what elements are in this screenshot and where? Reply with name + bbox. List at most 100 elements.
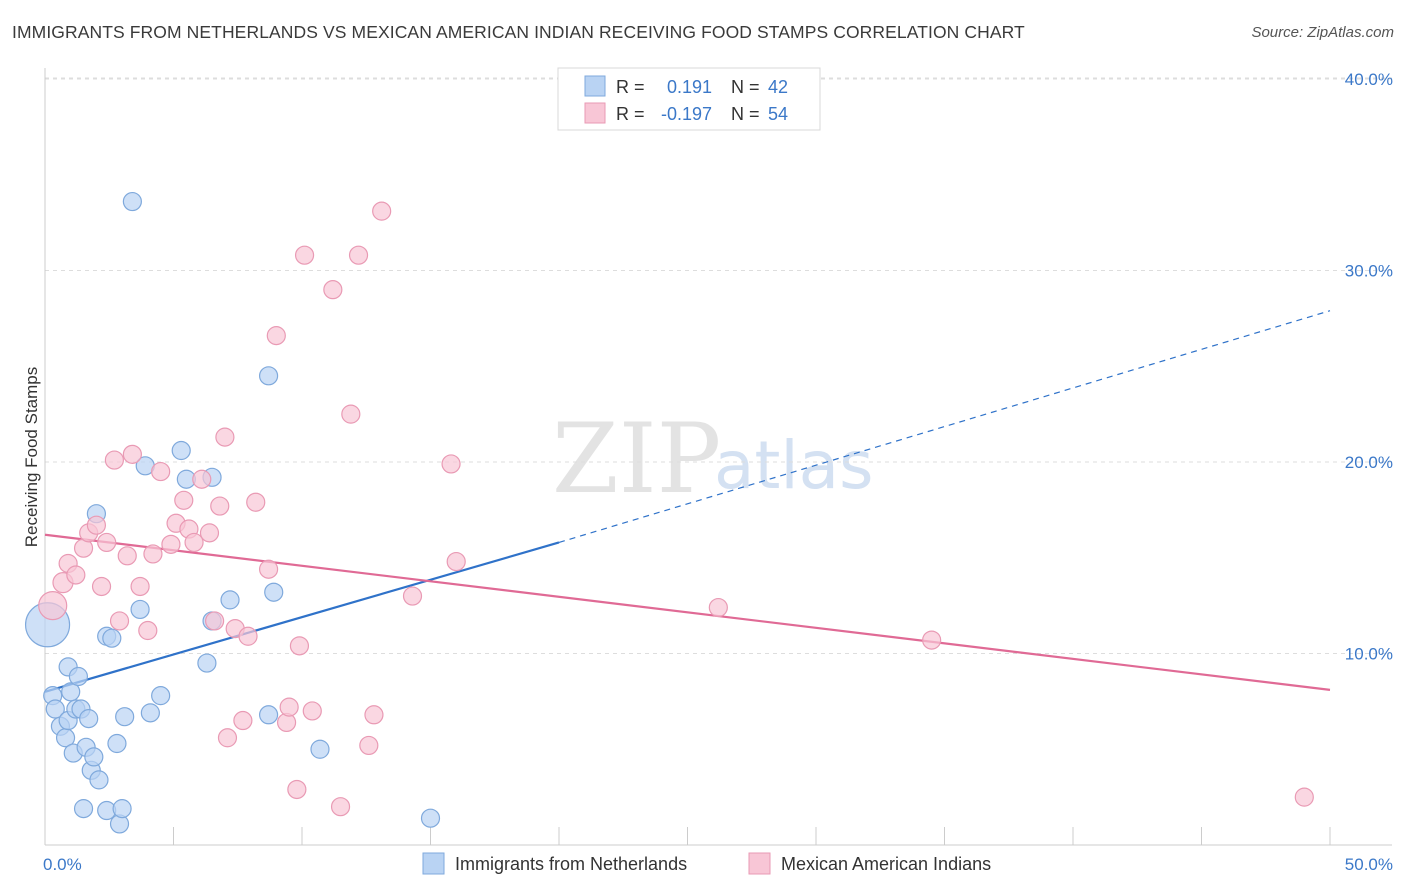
- point-blue-33: [197, 653, 217, 673]
- tick-labels: 10.0% 20.0% 30.0% 40.0% 0.0% 50.0%: [43, 70, 1393, 874]
- y-tick-label-3: 40.0%: [1345, 70, 1393, 89]
- point-pink-31: [246, 492, 266, 512]
- point-pink-7: [91, 576, 112, 597]
- source-credit: Source: ZipAtlas.com: [1251, 24, 1394, 41]
- point-pink-19: [174, 490, 194, 510]
- point-pink-48: [441, 454, 461, 474]
- point-blue-2: [45, 699, 65, 719]
- point-blue-37: [258, 366, 279, 386]
- point-pink-3: [66, 565, 86, 585]
- series-legend-swatch-blue: [422, 852, 445, 875]
- point-pink-17: [161, 534, 181, 554]
- point-pink-13: [130, 576, 150, 597]
- point-blue-40: [310, 739, 330, 759]
- point-pink-40: [323, 280, 343, 300]
- point-pink-16: [151, 461, 171, 482]
- point-pink-38: [294, 245, 315, 265]
- point-pink-23: [199, 523, 220, 543]
- point-blue-16: [84, 747, 104, 767]
- legend-n-value-2: 54: [768, 104, 788, 124]
- point-pink-25: [210, 496, 230, 516]
- point-blue-14: [79, 709, 99, 729]
- series-legend: Immigrants from Netherlands Mexican Amer…: [422, 852, 991, 875]
- point-pink-43: [348, 245, 369, 265]
- point-pink-30: [238, 626, 258, 646]
- data-points: [24, 191, 1314, 834]
- point-pink-26: [215, 427, 235, 447]
- point-blue-25: [115, 707, 135, 727]
- trend-line-blue-extrapolated: [558, 310, 1331, 544]
- point-pink-32: [258, 559, 279, 579]
- point-pink-44: [359, 735, 379, 756]
- point-pink-24: [205, 611, 225, 631]
- point-pink-52: [1294, 787, 1314, 807]
- point-pink-22: [192, 469, 212, 489]
- point-blue-41: [420, 808, 441, 828]
- point-blue-24: [112, 799, 132, 819]
- point-blue-36: [220, 590, 240, 610]
- point-pink-33: [266, 326, 286, 346]
- point-pink-49: [446, 551, 466, 572]
- point-pink-50: [708, 597, 728, 618]
- point-pink-0: [38, 591, 68, 621]
- point-blue-29: [140, 703, 160, 723]
- chart-title: IMMIGRANTS FROM NETHERLANDS VS MEXICAN A…: [12, 22, 1025, 42]
- series-legend-label-1: Immigrants from Netherlands: [455, 854, 687, 874]
- legend-r-value-1: 0.191: [667, 77, 712, 97]
- point-pink-8: [97, 532, 117, 553]
- series-legend-swatch-pink: [748, 852, 771, 875]
- y-tick-label-1: 20.0%: [1345, 453, 1393, 472]
- correlation-legend: R = 0.191 N = 42 R = -0.197 N = 54: [557, 67, 821, 131]
- y-tick-label-2: 30.0%: [1345, 262, 1393, 281]
- point-pink-29: [233, 710, 253, 731]
- point-pink-11: [117, 546, 137, 566]
- legend-r-label-1: R =: [616, 77, 645, 97]
- point-pink-6: [86, 515, 107, 535]
- point-pink-41: [330, 797, 351, 817]
- point-blue-10: [68, 666, 89, 687]
- point-pink-51: [922, 630, 942, 650]
- x-tick-label-left: 0.0%: [43, 855, 82, 874]
- point-blue-39: [264, 582, 284, 602]
- legend-n-value-1: 42: [768, 77, 788, 97]
- legend-r-label-2: R =: [616, 104, 645, 124]
- point-pink-46: [372, 201, 392, 221]
- point-blue-18: [89, 770, 109, 790]
- point-pink-42: [341, 404, 361, 424]
- point-blue-38: [258, 705, 279, 725]
- legend-n-label-1: N =: [731, 77, 760, 97]
- point-pink-35: [279, 697, 299, 717]
- point-pink-21: [184, 532, 204, 553]
- x-tick-label-right: 50.0%: [1345, 855, 1393, 874]
- point-pink-15: [143, 544, 163, 564]
- point-pink-27: [217, 728, 238, 748]
- point-blue-27: [130, 599, 150, 620]
- watermark-zip: ZIP: [552, 403, 721, 515]
- point-pink-10: [109, 611, 130, 631]
- trend-line-blue: [44, 541, 560, 693]
- point-blue-7: [61, 682, 81, 702]
- y-axis-label: Receiving Food Stamps: [22, 367, 41, 547]
- legend-r-value-2: -0.197: [661, 104, 712, 124]
- watermark: ZIP atlas: [552, 403, 874, 515]
- point-blue-26: [122, 191, 142, 212]
- point-blue-31: [171, 440, 191, 461]
- trend-line-pink: [44, 533, 1331, 691]
- legend-n-label-2: N =: [731, 104, 760, 124]
- trend-lines: [44, 310, 1331, 693]
- axes: [44, 68, 1392, 846]
- point-pink-45: [364, 705, 384, 725]
- point-pink-36: [287, 779, 307, 800]
- point-blue-30: [151, 686, 171, 706]
- watermark-atlas: atlas: [714, 427, 874, 504]
- legend-swatch-pink: [584, 102, 606, 124]
- point-pink-39: [302, 701, 322, 721]
- point-pink-9: [104, 450, 124, 470]
- point-pink-14: [138, 620, 158, 641]
- point-pink-37: [289, 636, 310, 656]
- legend-swatch-blue: [584, 75, 606, 97]
- y-tick-label-0: 10.0%: [1345, 645, 1393, 664]
- grid-lines: [45, 77, 1392, 654]
- point-blue-22: [107, 733, 127, 754]
